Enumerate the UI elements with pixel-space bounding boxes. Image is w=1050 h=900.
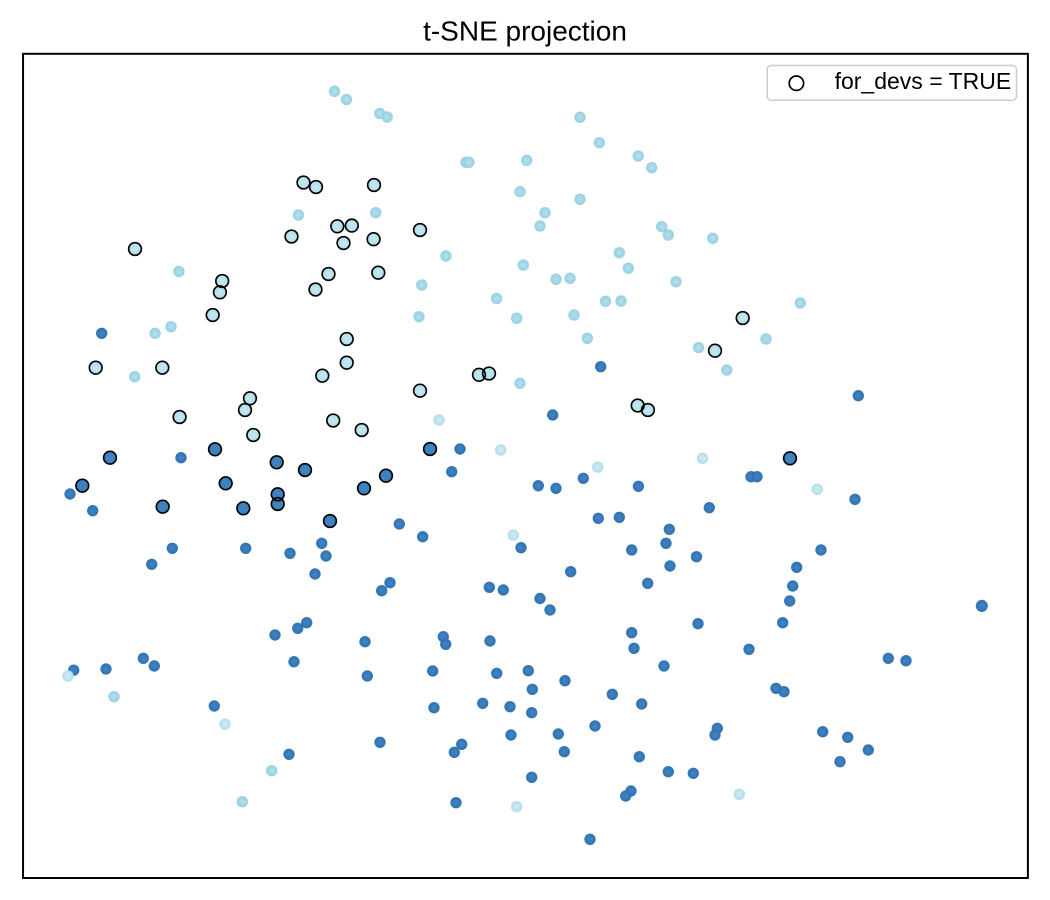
svg-text:for_devs = TRUE: for_devs = TRUE bbox=[835, 68, 1012, 94]
svg-text:t-SNE projection: t-SNE projection bbox=[423, 15, 627, 46]
